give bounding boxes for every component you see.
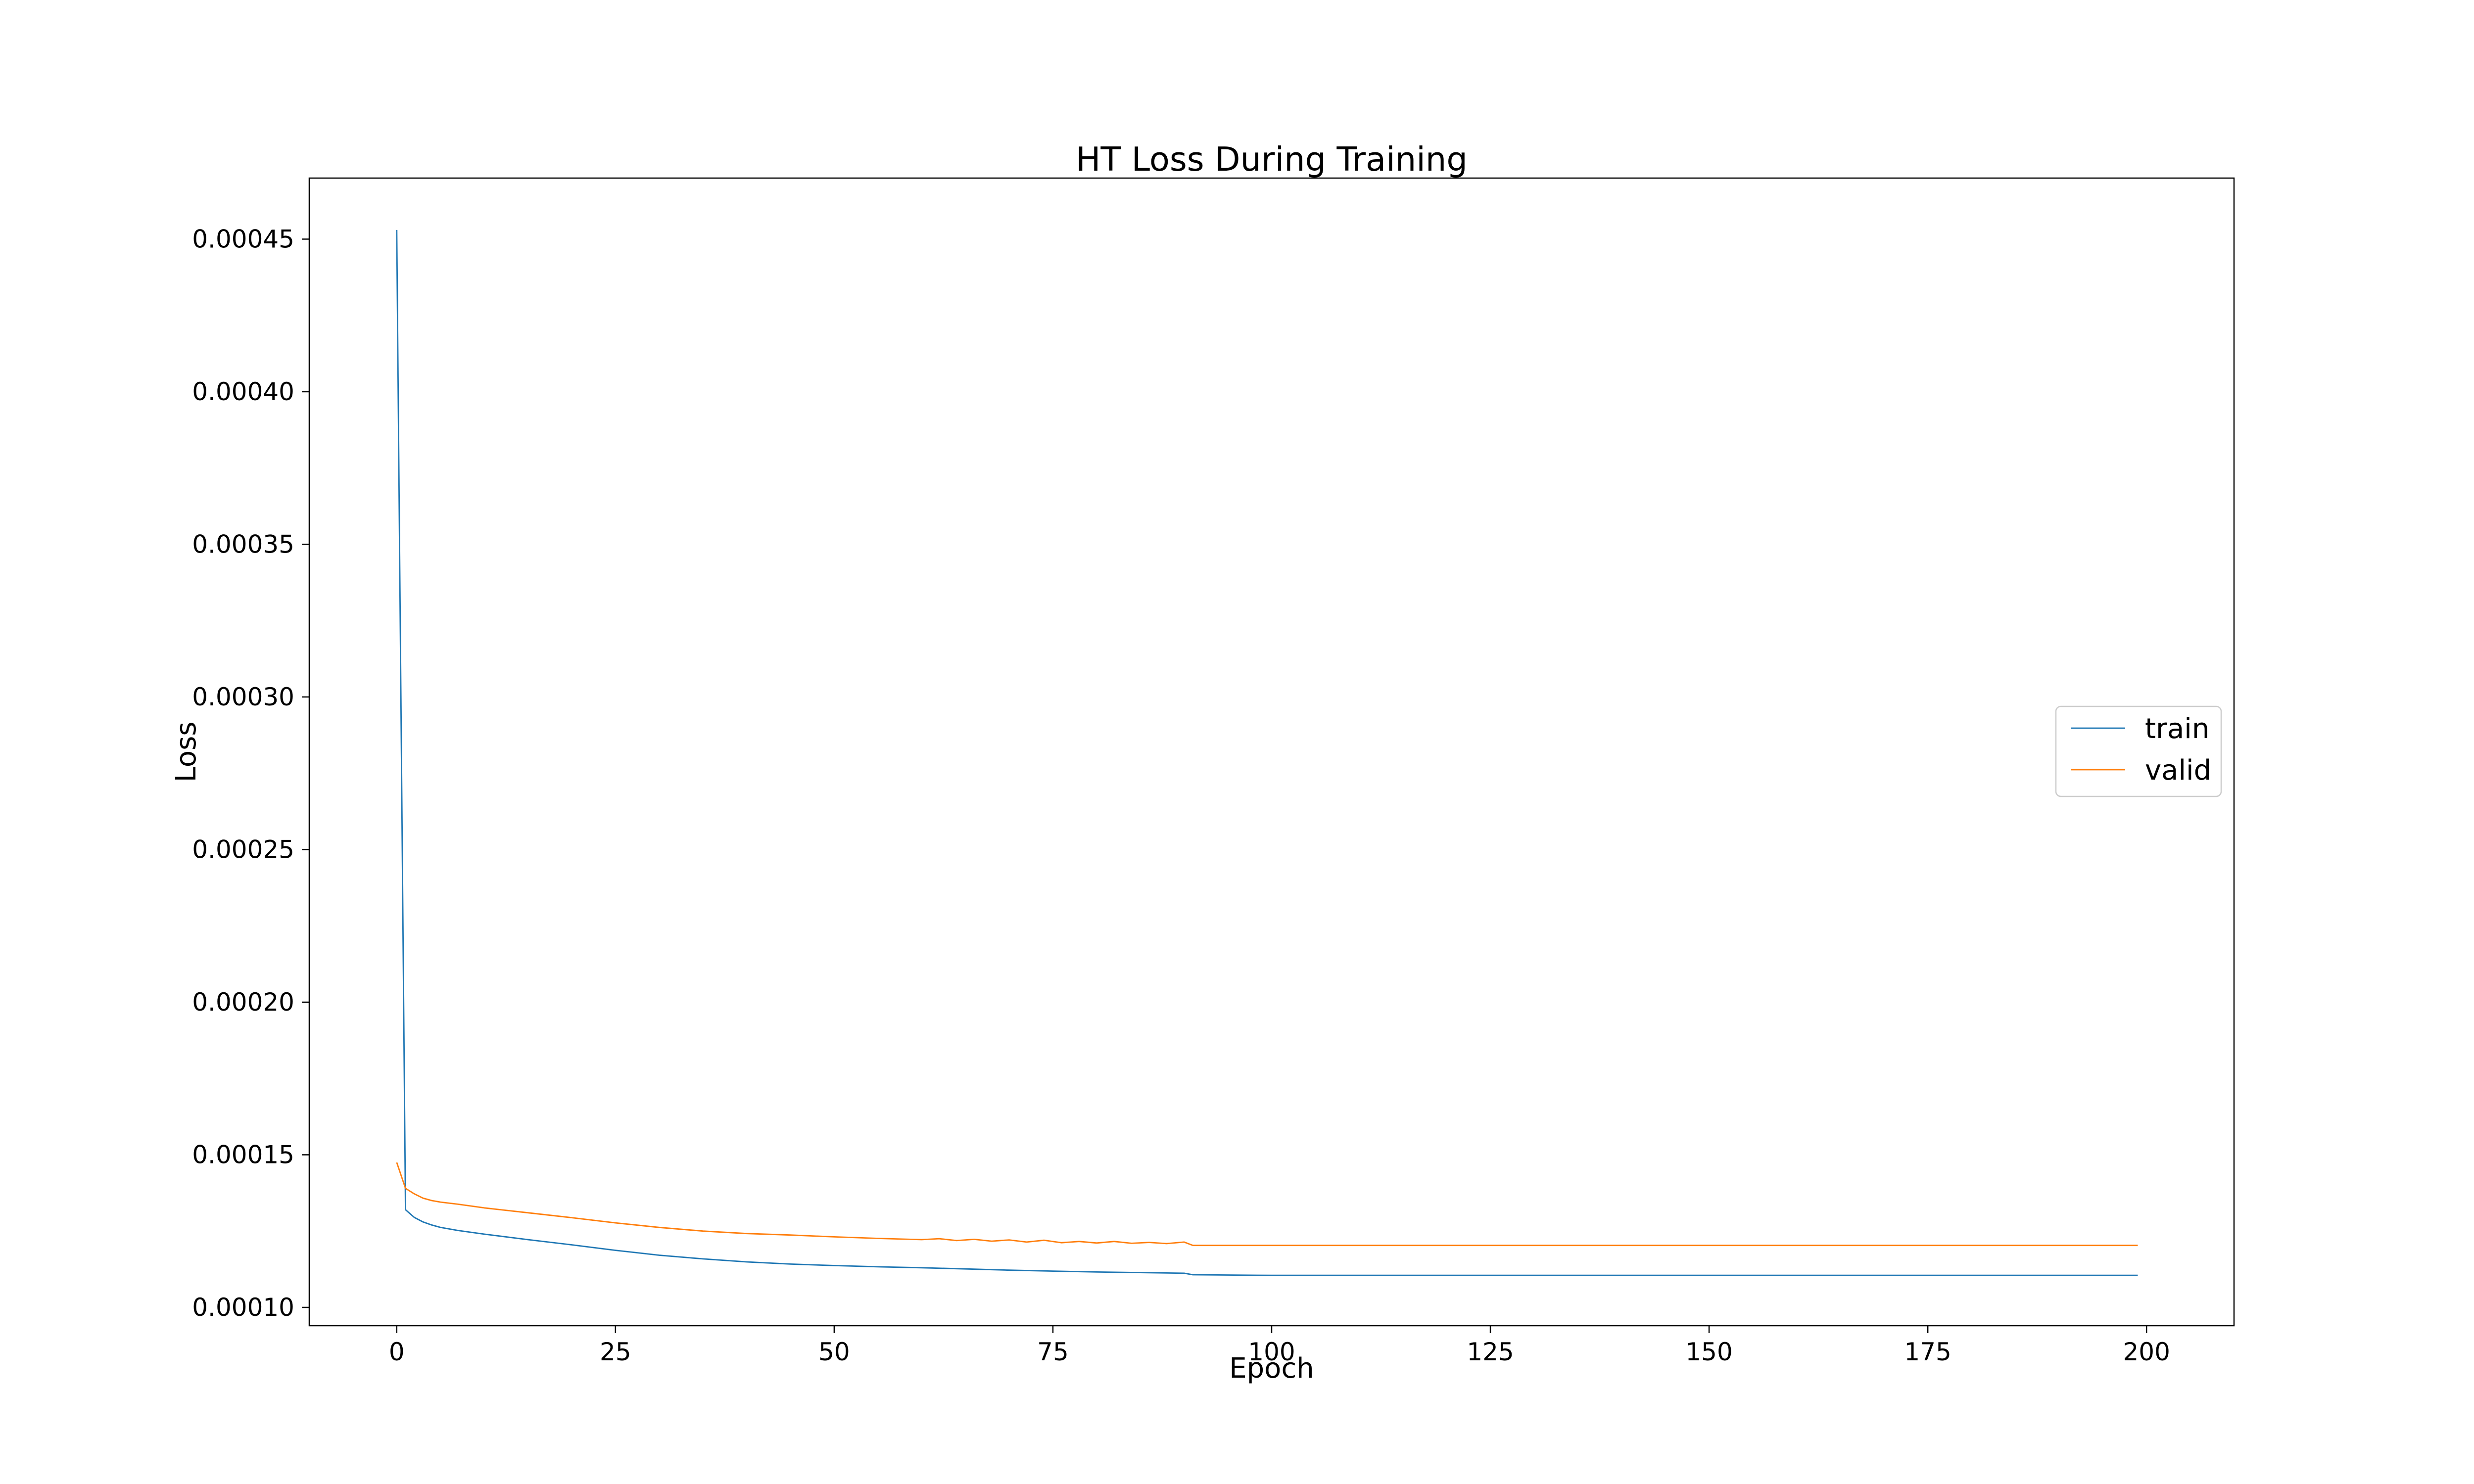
series-line-valid — [396, 1162, 2138, 1247]
y-tick-label: 0.00040 — [192, 377, 294, 406]
legend: train valid — [2055, 705, 2222, 797]
y-tick-label: 0.00010 — [192, 1293, 294, 1322]
x-tick-label: 50 — [818, 1338, 850, 1366]
chart-title: HT Loss During Training — [1076, 140, 1468, 179]
x-axis-label: Epoch — [1229, 1352, 1314, 1385]
x-tick-label: 0 — [389, 1338, 405, 1366]
y-axis: 0.00010 0.00015 0.00020 0.00025 0.00030 0.000… — [192, 225, 309, 1322]
legend-label-train: train — [2145, 713, 2209, 745]
y-tick-label: 0.00020 — [192, 988, 294, 1017]
x-tick-label: 25 — [600, 1338, 631, 1366]
series-layer — [396, 230, 2138, 1276]
y-axis-label: Loss — [170, 722, 202, 783]
series-line-train — [396, 230, 2138, 1276]
x-tick-label: 75 — [1037, 1338, 1069, 1366]
x-axis: 0 25 50 75 100 125 150 175 200 — [389, 1326, 2170, 1366]
y-tick-label: 0.00025 — [192, 835, 294, 864]
x-tick-label: 175 — [1904, 1338, 1951, 1366]
x-tick-label: 125 — [1467, 1338, 1514, 1366]
x-tick-label: 150 — [1685, 1338, 1732, 1366]
y-tick-label: 0.00015 — [192, 1140, 294, 1169]
legend-label-valid: valid — [2145, 754, 2211, 787]
legend-items: train valid — [2071, 713, 2211, 787]
x-tick-label: 200 — [2123, 1338, 2170, 1366]
x-tick-label: 100 — [1248, 1338, 1295, 1366]
y-tick-label: 0.00035 — [192, 530, 294, 558]
y-tick-label: 0.00045 — [192, 225, 294, 253]
y-tick-label: 0.00030 — [192, 683, 294, 711]
legend-box — [2055, 705, 2222, 797]
